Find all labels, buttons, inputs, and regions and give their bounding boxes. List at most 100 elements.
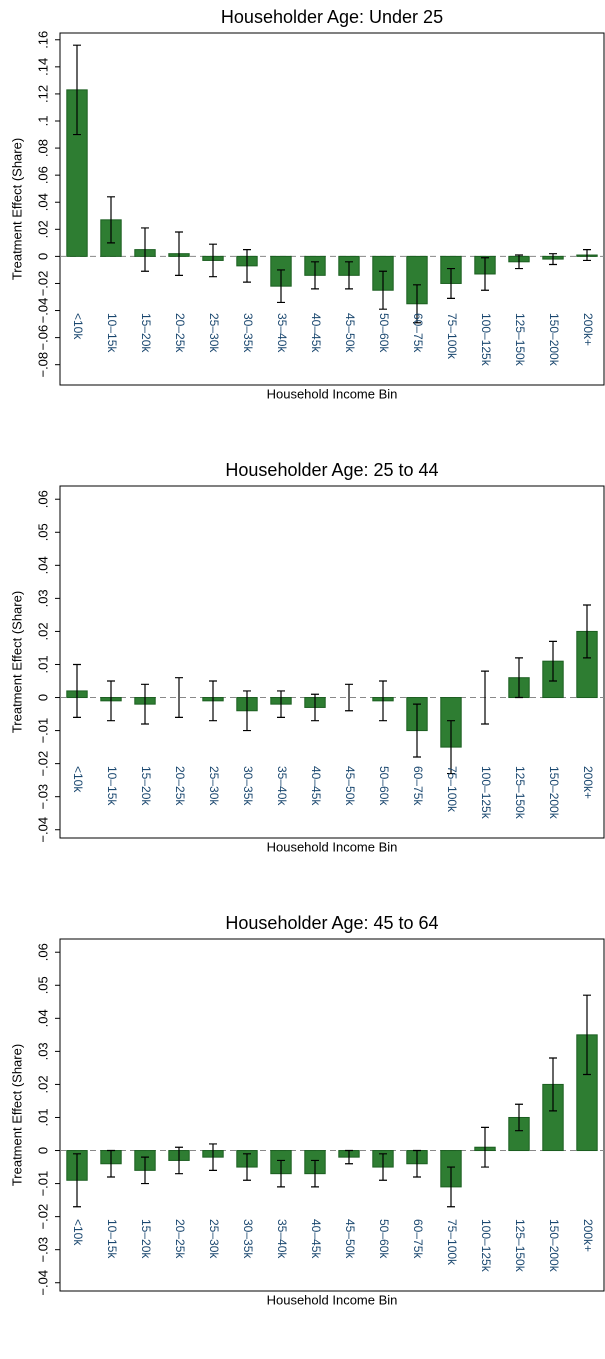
error-bar <box>447 1166 455 1208</box>
x-tick-label: 15–20k <box>139 766 153 806</box>
y-tick-label: −.06 <box>35 325 50 351</box>
error-bar <box>311 693 319 722</box>
x-axis-title: Household Income Bin <box>267 386 398 401</box>
x-tick-label: 30–35k <box>241 766 255 806</box>
y-tick-label: −.08 <box>35 352 50 378</box>
y-tick-label: .02 <box>35 220 50 238</box>
y-tick-label: .05 <box>35 976 50 994</box>
x-tick-label: 200k+ <box>581 766 595 799</box>
x-tick-label: 20–25k <box>173 313 187 353</box>
x-tick-label: 45–50k <box>343 1219 357 1259</box>
x-tick-label: 20–25k <box>173 766 187 806</box>
y-tick-label: .06 <box>35 490 50 508</box>
y-tick-label: .05 <box>35 523 50 541</box>
y-tick-label: .08 <box>35 139 50 157</box>
y-tick-label: .03 <box>35 1042 50 1060</box>
x-tick-label: 60–75k <box>411 313 425 353</box>
error-bar <box>277 690 285 718</box>
y-tick-label: −.02 <box>35 271 50 297</box>
error-bar <box>345 683 353 712</box>
x-tick-label: 100–125k <box>479 766 493 820</box>
y-tick-label: 0 <box>35 1147 50 1154</box>
error-bar <box>379 680 387 722</box>
y-tick-label: 0 <box>35 253 50 260</box>
x-tick-label: 15–20k <box>139 1219 153 1259</box>
error-bar <box>107 196 115 244</box>
y-tick-label: 0 <box>35 694 50 701</box>
y-tick-label: −.02 <box>35 751 50 777</box>
y-axis-title: Treatment Effect (Share) <box>9 591 24 733</box>
error-bar <box>583 249 591 262</box>
y-tick-label: −.04 <box>35 1270 50 1296</box>
y-tick-label: .16 <box>35 31 50 49</box>
error-bar <box>481 257 489 291</box>
x-tick-label: 10–15k <box>105 766 119 806</box>
x-tick-label: 15–20k <box>139 313 153 353</box>
error-bar <box>141 1156 149 1185</box>
y-tick-label: .01 <box>35 1108 50 1126</box>
y-tick-label: .06 <box>35 166 50 184</box>
error-bar <box>379 270 387 310</box>
x-tick-label: 125–150k <box>513 766 527 820</box>
error-bar <box>243 690 251 732</box>
error-bar <box>141 683 149 725</box>
error-bar <box>413 284 421 324</box>
error-bar <box>583 604 591 659</box>
plot-frame <box>59 32 605 386</box>
chart-title: Householder Age: 45 to 64 <box>225 913 438 933</box>
y-tick-label: .14 <box>35 58 50 76</box>
x-tick-label: 60–75k <box>411 766 425 806</box>
x-tick-label: 45–50k <box>343 313 357 353</box>
x-tick-label: 50–60k <box>377 1219 391 1259</box>
y-tick-label: .06 <box>35 943 50 961</box>
error-bar <box>209 1143 217 1171</box>
x-tick-label: 45–50k <box>343 766 357 806</box>
error-bar <box>175 231 183 276</box>
error-bar <box>549 640 557 682</box>
error-bar <box>107 1149 115 1178</box>
y-tick-label: −.01 <box>35 1171 50 1197</box>
y-tick-label: .01 <box>35 655 50 673</box>
x-tick-label: 25–30k <box>207 1219 221 1259</box>
x-tick-label: 35–40k <box>275 313 289 353</box>
error-bar <box>311 1159 319 1188</box>
x-tick-label: 50–60k <box>377 766 391 806</box>
x-tick-label: 100–125k <box>479 313 493 367</box>
y-tick-label: .02 <box>35 1075 50 1093</box>
x-tick-label: 25–30k <box>207 313 221 353</box>
error-bar <box>447 267 455 299</box>
y-tick-label: .03 <box>35 589 50 607</box>
y-tick-label: −.03 <box>35 1237 50 1263</box>
x-axis-title: Household Income Bin <box>267 839 398 854</box>
x-tick-label: 30–35k <box>241 1219 255 1259</box>
error-bar <box>209 243 217 278</box>
y-axis-title: Treatment Effect (Share) <box>9 138 24 280</box>
x-tick-label: 100–125k <box>479 1219 493 1273</box>
x-tick-label: 60–75k <box>411 1219 425 1259</box>
error-bar <box>515 254 523 270</box>
error-bar <box>107 680 115 722</box>
x-tick-label: 35–40k <box>275 1219 289 1259</box>
error-bar <box>345 261 353 290</box>
x-tick-label: 25–30k <box>207 766 221 806</box>
error-bar <box>73 663 81 718</box>
plot-frame <box>59 938 605 1292</box>
y-tick-label: .12 <box>35 85 50 103</box>
x-tick-label: 150–200k <box>547 1219 561 1273</box>
y-tick-label: −.03 <box>35 784 50 810</box>
y-tick-label: .04 <box>35 556 50 574</box>
y-tick-label: −.04 <box>35 817 50 843</box>
error-bar <box>345 1149 353 1165</box>
error-bar <box>481 1126 489 1168</box>
x-tick-label: 40–45k <box>309 313 323 353</box>
error-bar <box>515 1103 523 1132</box>
error-bar <box>243 1153 251 1181</box>
error-bar <box>277 1159 285 1188</box>
x-tick-label: 40–45k <box>309 1219 323 1259</box>
y-axis-title: Treatment Effect (Share) <box>9 1044 24 1186</box>
error-bar <box>209 680 217 722</box>
error-bar <box>73 44 81 136</box>
plot-frame <box>59 485 605 839</box>
x-tick-label: 75–100k <box>445 766 459 813</box>
